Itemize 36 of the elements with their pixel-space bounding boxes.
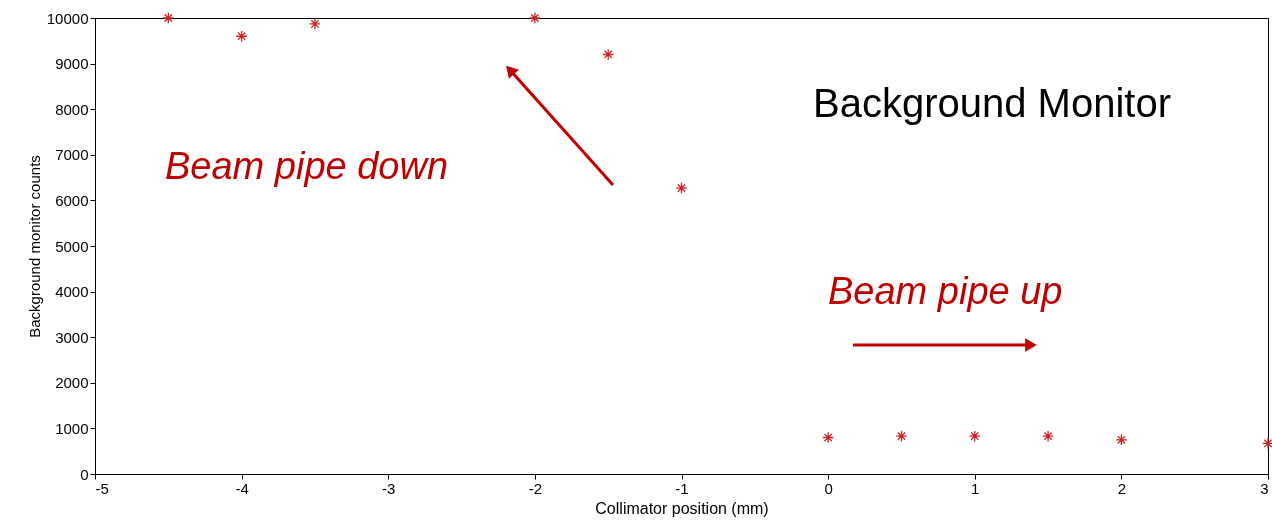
y-tick-label: 1000	[55, 419, 89, 437]
y-tick-label: 4000	[55, 283, 89, 301]
point	[602, 48, 615, 61]
y-tick-label: 5000	[55, 237, 89, 255]
y-tick-label: 8000	[55, 100, 89, 118]
x-tick-label: -5	[95, 479, 109, 497]
annotation: Beam pipe down	[165, 145, 449, 187]
point	[1042, 430, 1054, 443]
point	[528, 12, 541, 24]
y-tick-label: 6000	[55, 191, 89, 209]
y-tick-label: 7000	[55, 146, 89, 164]
point	[235, 30, 248, 43]
y-tick-label: 3000	[55, 328, 89, 346]
x-tick-label: -1	[675, 479, 689, 497]
x-tick-label: 2	[1117, 479, 1127, 497]
x-tick-label: -2	[528, 479, 543, 497]
y-axis-title: Background monitor counts	[25, 155, 43, 338]
point	[162, 12, 175, 24]
point	[309, 18, 321, 30]
point	[675, 182, 688, 194]
x-tick-label: 1	[971, 479, 980, 497]
point	[895, 430, 908, 443]
point	[968, 430, 981, 443]
x-tick-label: -4	[235, 479, 249, 497]
annotation: Beam pipe up	[828, 270, 1063, 312]
x-tick-label: 0	[824, 479, 833, 497]
x-tick-label: -3	[382, 479, 396, 497]
y-tick-label: 0	[80, 465, 89, 483]
y-tick-label: 10000	[46, 9, 89, 27]
annotation: Background Monitor	[813, 81, 1171, 125]
point	[822, 431, 835, 444]
x-axis-title: Collimator position (mm)	[595, 499, 769, 517]
x-tick-label: 3	[1260, 479, 1269, 497]
y-tick-label: 2000	[55, 374, 89, 392]
y-tick-label: 9000	[55, 55, 89, 73]
point	[1115, 433, 1128, 446]
